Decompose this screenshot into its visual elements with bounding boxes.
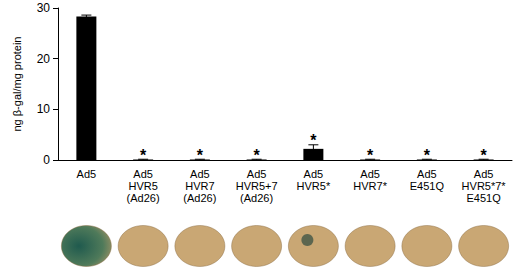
svg-text:HVR5*: HVR5* <box>297 180 331 192</box>
svg-text:Ad5: Ad5 <box>190 168 210 180</box>
svg-text:Ad5: Ad5 <box>474 168 494 180</box>
svg-text:HVR5*7*: HVR5*7* <box>462 180 507 192</box>
svg-text:0: 0 <box>43 153 50 167</box>
svg-text:10: 10 <box>37 102 51 116</box>
svg-text:(Ad26): (Ad26) <box>183 192 216 204</box>
svg-text:Ad5: Ad5 <box>133 168 153 180</box>
svg-text:*: * <box>197 147 204 164</box>
svg-text:E451Q: E451Q <box>467 192 502 204</box>
svg-text:(Ad26): (Ad26) <box>127 192 160 204</box>
svg-text:*: * <box>481 147 488 164</box>
svg-text:*: * <box>140 147 147 164</box>
svg-text:HVR5+7: HVR5+7 <box>236 180 278 192</box>
svg-text:Ad5: Ad5 <box>304 168 324 180</box>
svg-text:HVR7*: HVR7* <box>353 180 387 192</box>
svg-text:*: * <box>254 147 261 164</box>
svg-text:HVR5: HVR5 <box>128 180 157 192</box>
svg-text:Ad5: Ad5 <box>417 168 437 180</box>
svg-text:*: * <box>424 147 431 164</box>
svg-text:Ad5: Ad5 <box>247 168 267 180</box>
svg-text:*: * <box>310 132 317 149</box>
svg-text:HVR7: HVR7 <box>185 180 214 192</box>
svg-text:30: 30 <box>37 1 51 15</box>
svg-text:Ad5: Ad5 <box>360 168 380 180</box>
svg-text:20: 20 <box>37 52 51 66</box>
svg-text:ng β-gal/mg protein: ng β-gal/mg protein <box>11 37 23 132</box>
svg-text:E451Q: E451Q <box>410 180 445 192</box>
svg-text:Ad5: Ad5 <box>77 168 97 180</box>
svg-text:(Ad26): (Ad26) <box>240 192 273 204</box>
svg-text:*: * <box>367 147 374 164</box>
